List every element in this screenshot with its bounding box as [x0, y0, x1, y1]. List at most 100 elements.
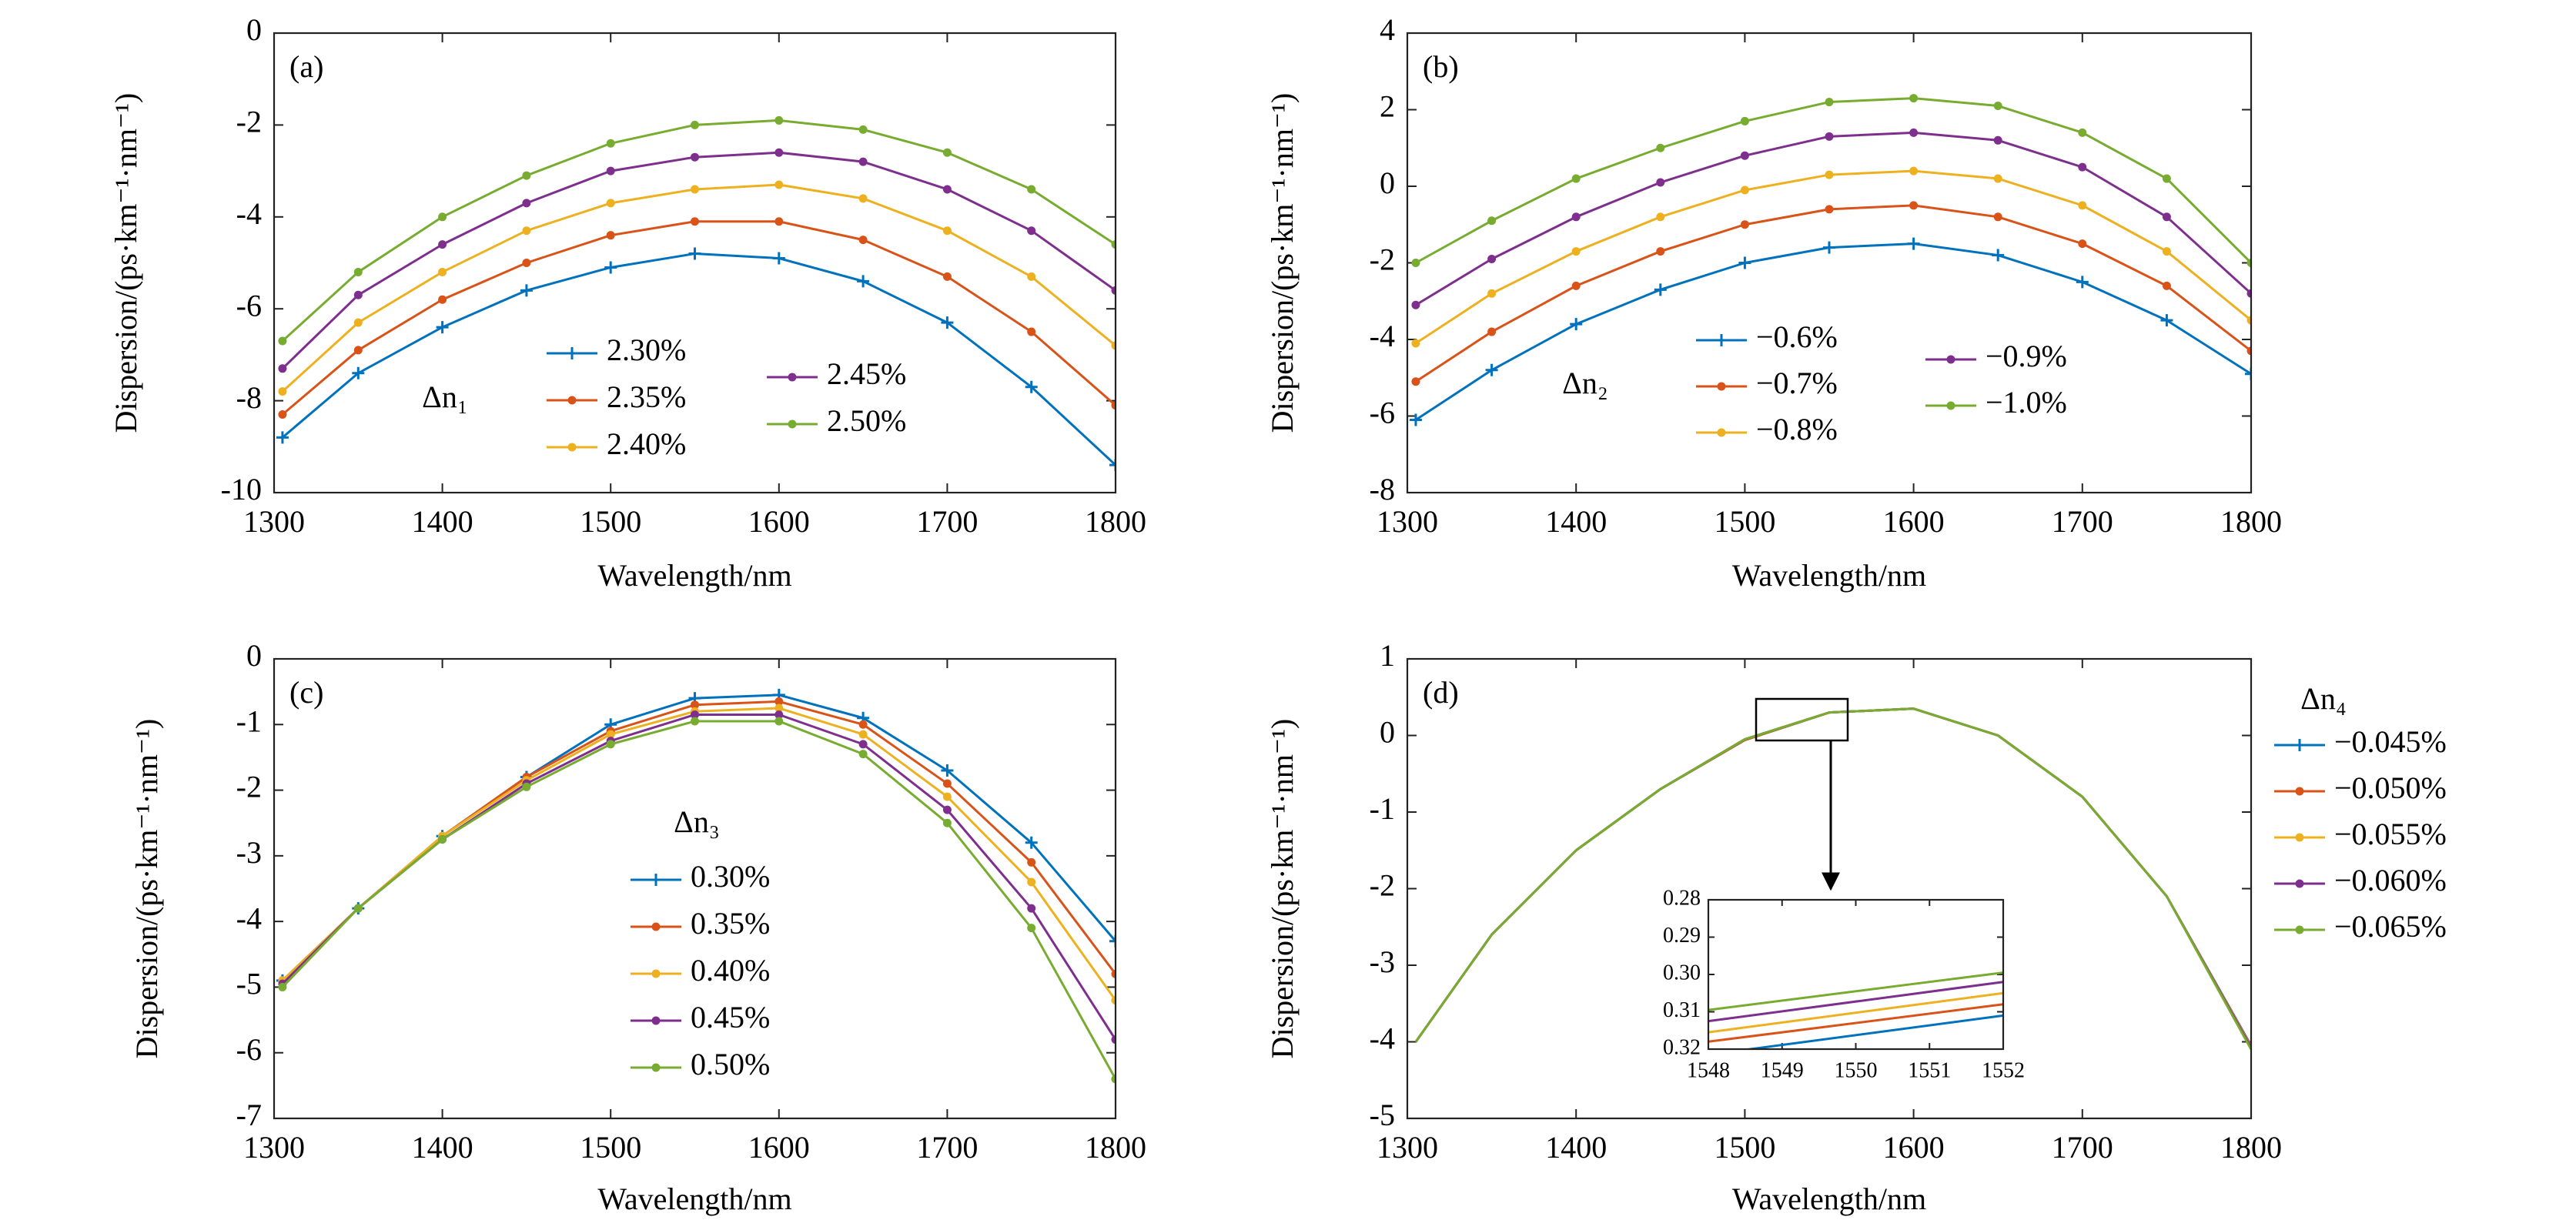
data-point — [1656, 212, 1665, 222]
y-tick-label: -4 — [1370, 319, 1395, 353]
y-axis-label: Dispersion/(ps·km⁻¹·nm⁻¹) — [1265, 719, 1300, 1059]
legend-marker — [788, 419, 797, 429]
data-point — [1571, 174, 1581, 183]
x-tick-label: 1800 — [1085, 504, 1146, 539]
y-tick-label: -3 — [1370, 944, 1395, 979]
data-point — [1411, 259, 1420, 267]
y-tick-label: -2 — [236, 770, 262, 804]
x-tick-label: 1700 — [2052, 504, 2113, 539]
y-tick-label: 0 — [1380, 165, 1395, 200]
y-axis-label: Dispersion/(ps·km⁻¹·nm⁻¹) — [1265, 93, 1300, 433]
y-tick-label: -2 — [1370, 242, 1395, 277]
data-point — [1409, 413, 1422, 426]
data-point — [691, 717, 699, 726]
data-point — [520, 284, 533, 297]
plot-lines — [276, 115, 1116, 472]
x-tick-label: 1300 — [1377, 1130, 1438, 1165]
data-point — [1111, 1075, 1116, 1084]
data-point — [942, 779, 952, 788]
data-point — [278, 410, 287, 419]
y-tick-label: -5 — [1370, 1098, 1395, 1132]
legend-label: −0.065% — [2334, 909, 2447, 944]
y-tick-label: 0 — [1380, 715, 1395, 750]
data-point — [1823, 241, 1835, 254]
data-point — [942, 818, 952, 827]
data-point — [1487, 255, 1497, 264]
x-tick-label: 1800 — [2220, 504, 2282, 539]
x-axis-label: Wavelength/nm — [597, 558, 791, 593]
series-line — [1415, 204, 2251, 383]
data-point — [1111, 240, 1116, 249]
data-point — [857, 275, 870, 288]
data-point — [691, 217, 699, 226]
data-point — [774, 115, 784, 125]
data-point — [2246, 259, 2251, 267]
series-line — [1741, 1014, 2003, 1049]
y-tick-label: -1 — [236, 704, 262, 738]
data-point — [1740, 151, 1749, 160]
data-point — [774, 217, 784, 226]
data-point — [774, 180, 784, 189]
data-point — [352, 366, 365, 379]
legend-title: Δn₁ — [422, 379, 468, 414]
data-point — [1027, 327, 1036, 336]
panel-label: (a) — [289, 49, 323, 84]
legend-marker — [651, 1063, 661, 1072]
y-axis-label: Dispersion/(ps·km⁻¹·nm⁻¹) — [129, 719, 164, 1059]
x-tick-label: 1800 — [2220, 1130, 2282, 1165]
x-tick-label: 1800 — [1085, 1130, 1146, 1165]
data-point — [606, 166, 615, 175]
x-tick-label: 1600 — [1883, 504, 1945, 539]
x-axis-label: Wavelength/nm — [1732, 1182, 1926, 1216]
legend-label: 0.30% — [691, 859, 770, 894]
data-point — [2246, 346, 2251, 356]
plot-lines — [1708, 971, 2003, 1049]
y-tick-label: 0 — [246, 12, 262, 47]
y-tick-label: 0.31 — [1663, 998, 1701, 1022]
x-tick-label: 1300 — [243, 1130, 305, 1165]
data-point — [1027, 185, 1036, 194]
data-point — [276, 431, 289, 444]
data-point — [691, 185, 699, 194]
data-point — [858, 125, 868, 134]
data-point — [1411, 300, 1420, 309]
data-point — [1111, 969, 1116, 978]
data-point — [353, 290, 363, 299]
data-point — [606, 199, 615, 208]
legend-title: Δn₃ — [674, 804, 720, 839]
y-tick-label: 2 — [1380, 89, 1395, 124]
data-point — [2160, 314, 2173, 327]
data-point — [858, 194, 868, 203]
legend-marker — [566, 347, 578, 359]
data-point — [278, 336, 287, 346]
legend-marker — [2295, 833, 2304, 842]
data-point — [438, 212, 447, 222]
y-tick-label: -10 — [221, 472, 262, 506]
x-tick-label: 1300 — [1377, 504, 1438, 539]
legend-label: −0.045% — [2334, 724, 2447, 759]
series-line — [281, 151, 1116, 369]
data-point — [606, 139, 615, 148]
legend-marker — [1717, 428, 1726, 437]
y-tick-label: 0.29 — [1663, 924, 1701, 948]
series-line — [1414, 707, 2251, 1051]
y-tick-label: -5 — [236, 967, 262, 1001]
data-point — [1027, 877, 1036, 887]
data-point — [942, 792, 952, 801]
data-point — [1825, 98, 1834, 107]
data-point — [278, 364, 287, 373]
x-tick-label: 1500 — [1714, 1130, 1775, 1165]
data-point — [1993, 212, 2002, 222]
series-line — [1415, 131, 2251, 306]
data-point — [691, 710, 699, 719]
data-point — [1111, 995, 1116, 1004]
data-point — [1487, 216, 1497, 226]
data-point — [1570, 318, 1583, 331]
x-tick-label: 1400 — [412, 1130, 473, 1165]
data-point — [1111, 1035, 1116, 1045]
data-point — [353, 346, 363, 355]
x-tick-label: 1550 — [1835, 1058, 1878, 1082]
data-point — [522, 259, 531, 267]
legend-label: −0.6% — [1756, 319, 1838, 354]
data-point — [1411, 339, 1420, 348]
